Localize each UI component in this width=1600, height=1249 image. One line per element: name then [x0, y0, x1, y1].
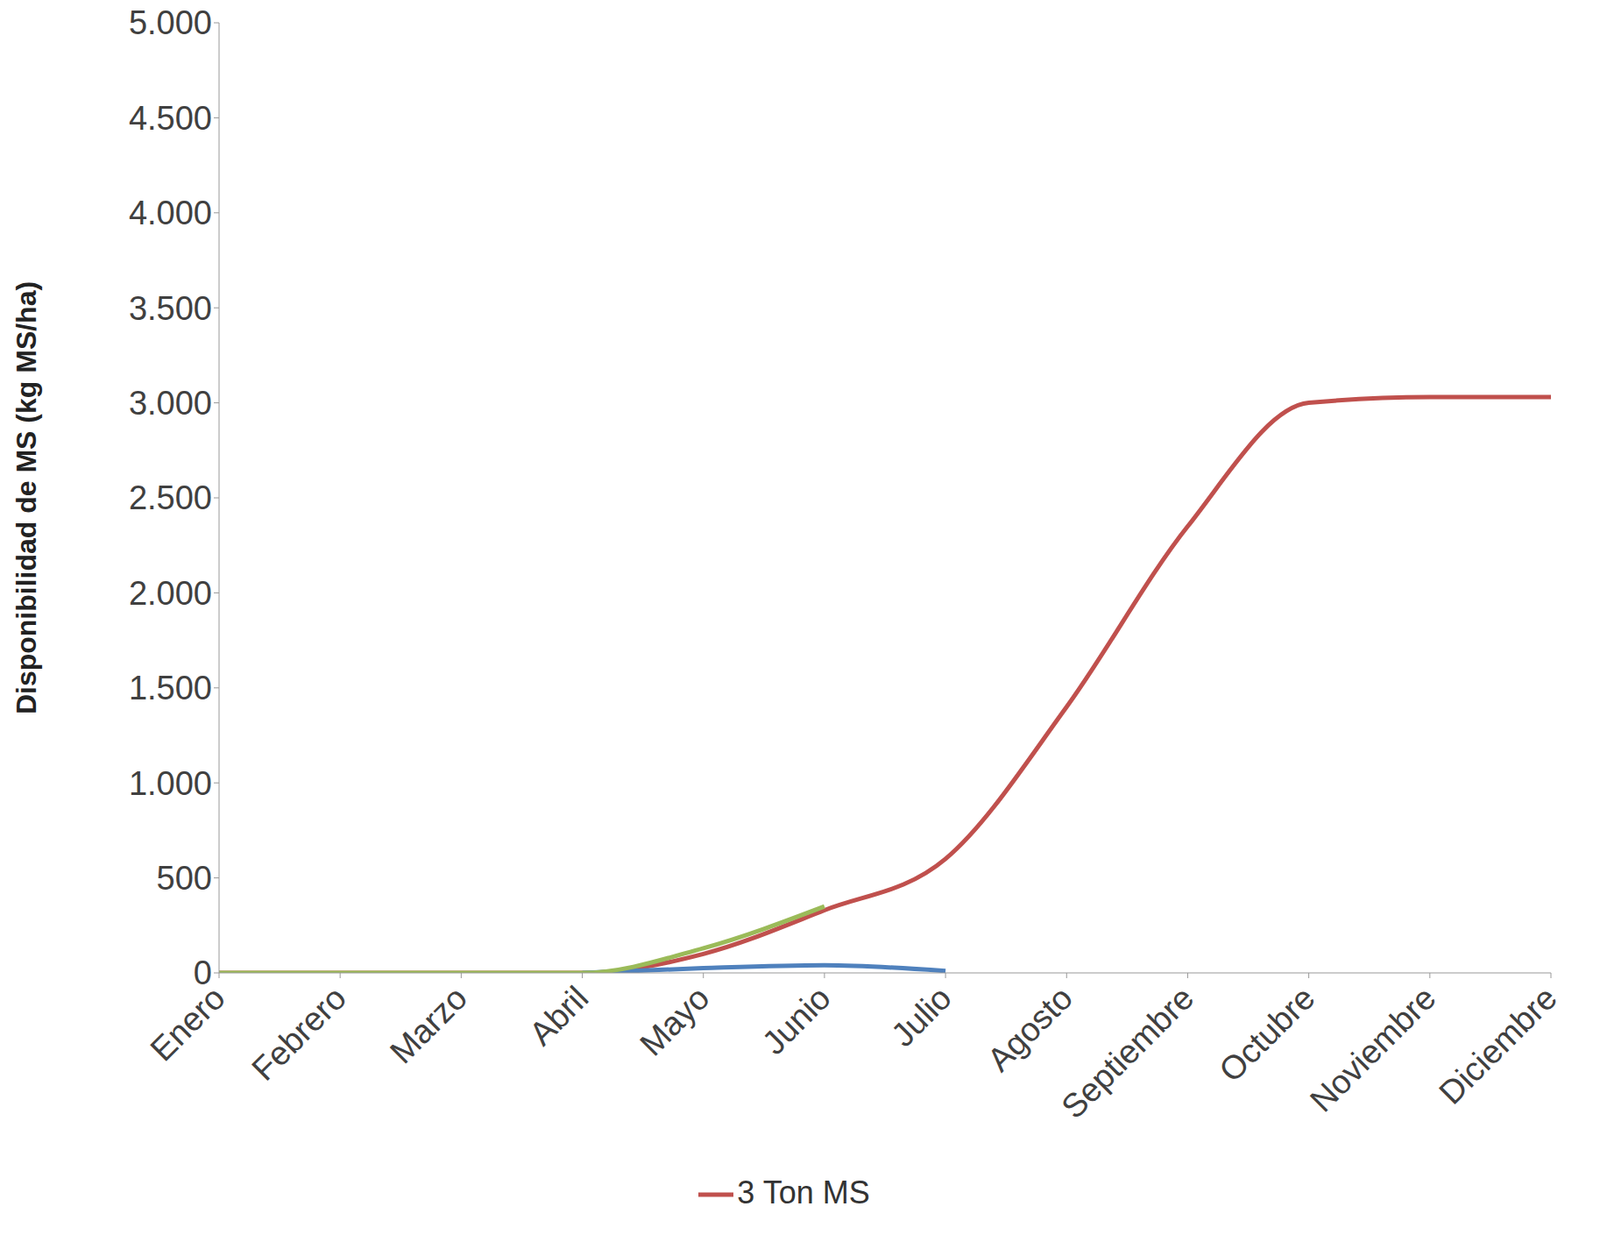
svg-text:Marzo: Marzo	[382, 978, 475, 1070]
svg-text:Diciembre: Diciembre	[1431, 978, 1565, 1112]
svg-text:4.500: 4.500	[128, 99, 213, 137]
svg-text:Enero: Enero	[142, 978, 232, 1068]
html-text:3 Ton MS: 3 Ton MS	[737, 1174, 870, 1211]
svg-text:5.000: 5.000	[128, 4, 213, 42]
svg-text:Septiembre: Septiembre	[1054, 978, 1201, 1126]
svg-text:Noviembre: Noviembre	[1302, 978, 1444, 1119]
svg-text:Mayo: Mayo	[632, 978, 716, 1062]
svg-text:Disponibilidad de MS (kg MS/ha: Disponibilidad de MS (kg MS/ha)	[10, 281, 43, 715]
svg-text:1.000: 1.000	[128, 764, 213, 802]
svg-text:Abril: Abril	[522, 978, 595, 1052]
svg-text:Octubre: Octubre	[1211, 978, 1322, 1089]
svg-text:2.500: 2.500	[128, 479, 213, 517]
svg-text:3.500: 3.500	[128, 290, 213, 327]
svg-text:Febrero: Febrero	[244, 978, 354, 1088]
svg-text:4.000: 4.000	[128, 194, 213, 232]
svg-text:2.000: 2.000	[128, 574, 213, 612]
svg-text:Junio: Junio	[755, 978, 838, 1062]
svg-text:Agosto: Agosto	[980, 978, 1080, 1078]
svg-text:3.000: 3.000	[128, 384, 213, 422]
svg-text:1.500: 1.500	[128, 669, 213, 707]
svg-text:500: 500	[156, 859, 213, 897]
svg-text:Julio: Julio	[884, 978, 959, 1054]
svg-text:0: 0	[193, 954, 213, 992]
